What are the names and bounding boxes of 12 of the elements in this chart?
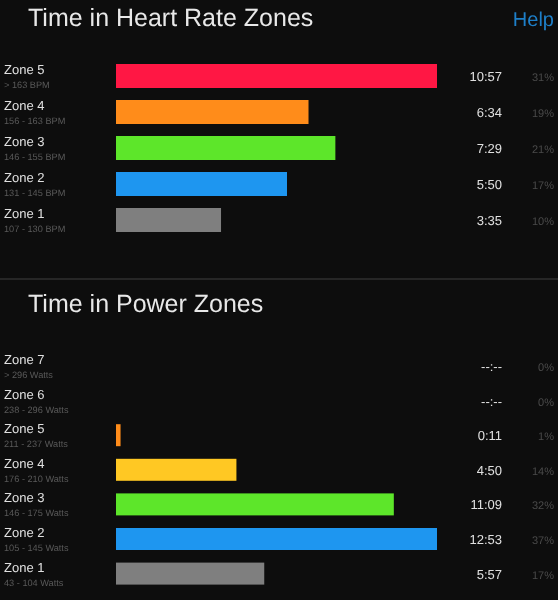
chart-title: Time in Power Zones <box>28 290 264 318</box>
bar <box>116 208 222 232</box>
bar <box>116 100 309 124</box>
bar <box>116 528 437 550</box>
bar <box>116 64 437 88</box>
bar <box>116 172 287 196</box>
bar <box>116 562 265 585</box>
bar <box>116 458 237 481</box>
bar <box>116 493 394 516</box>
bar <box>116 136 336 160</box>
text: Help <box>512 10 555 32</box>
chart-title: Time in Heart Rate Zones <box>28 4 314 32</box>
